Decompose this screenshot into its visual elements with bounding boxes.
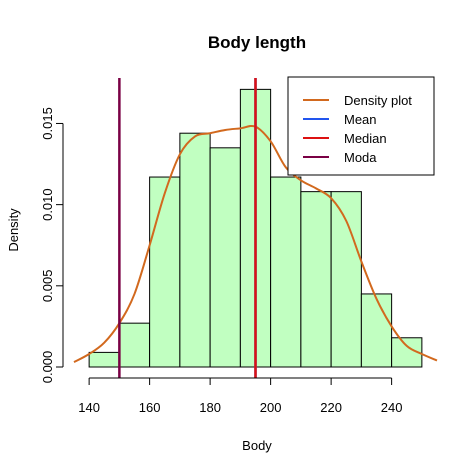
- x-tick-label: 240: [381, 400, 403, 415]
- y-axis-label: Density: [6, 208, 21, 252]
- y-tick-label: 0.015: [40, 107, 55, 140]
- histogram-bar: [149, 176, 181, 368]
- histogram-bar: [88, 351, 120, 368]
- x-axis-label: Body: [242, 438, 272, 453]
- vertical-lines: [118, 78, 257, 378]
- y-tick-label: 0.005: [40, 270, 55, 303]
- legend-label: Density plot: [344, 93, 412, 108]
- legend: Density plot Mean Median Moda: [287, 76, 435, 176]
- legend-box: [287, 76, 435, 176]
- x-tick-label: 140: [78, 400, 100, 415]
- chart-title: Body length: [208, 33, 306, 52]
- histogram-bar: [118, 322, 151, 368]
- histogram-bar: [330, 191, 362, 368]
- x-tick-label: 220: [320, 400, 342, 415]
- histogram-bar: [209, 147, 241, 368]
- x-axis: 140 160 180 200 220 240: [78, 377, 403, 415]
- y-axis: 0.000 0.005 0.010 0.015: [40, 107, 64, 384]
- legend-label: Mean: [344, 112, 377, 127]
- x-tick-label: 160: [139, 400, 161, 415]
- y-tick-label: 0.010: [40, 188, 55, 221]
- histogram-bar: [300, 191, 332, 368]
- x-tick-label: 200: [260, 400, 282, 415]
- histogram-bar: [179, 132, 211, 368]
- y-tick-label: 0.000: [40, 351, 55, 384]
- legend-label: Moda: [344, 150, 377, 165]
- legend-label: Median: [344, 131, 387, 146]
- histogram-bar: [270, 176, 302, 368]
- x-tick-label: 180: [199, 400, 221, 415]
- histogram-bar: [360, 293, 393, 368]
